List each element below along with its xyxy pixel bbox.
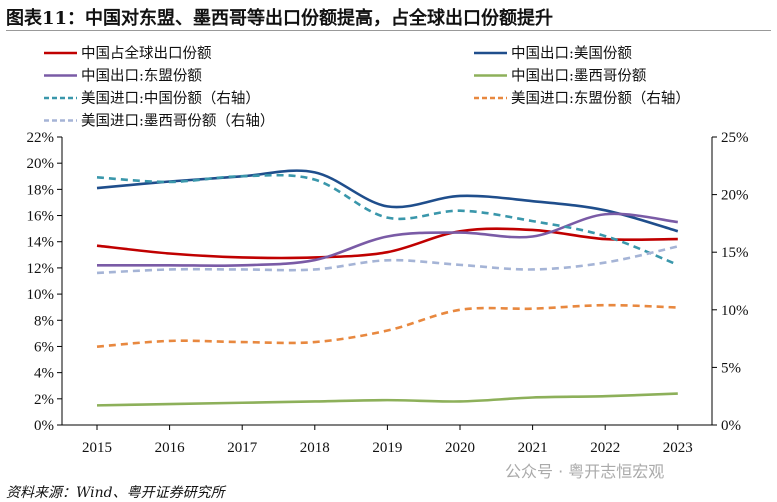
legend-label: 中国出口:东盟份额: [81, 68, 202, 85]
legend-item: 中国出口:墨西哥份额: [474, 68, 647, 85]
right-tick-label: 5%: [721, 360, 741, 376]
left-tick-label: 22%: [27, 130, 55, 146]
legend-label: 美国进口:东盟份额（右轴）: [511, 90, 690, 107]
left-tick-label: 16%: [27, 209, 55, 225]
left-tick-label: 6%: [34, 339, 54, 355]
right-tick-label: 15%: [721, 245, 749, 261]
legend-item: 中国占全球出口份额: [44, 44, 212, 62]
left-tick-label: 20%: [27, 156, 55, 172]
title-divider: [6, 30, 771, 31]
series-line-4: [96, 392, 678, 407]
series-line-3: [96, 212, 678, 267]
x-tick-label: 2015: [82, 440, 112, 456]
legend-label: 中国出口:美国份额: [511, 45, 632, 62]
left-tick-label: 12%: [27, 261, 55, 277]
right-tick-label: 25%: [721, 130, 749, 146]
legend-label: 中国出口:墨西哥份额: [511, 68, 647, 85]
x-tick-label: 2016: [155, 440, 186, 456]
x-tick-label: 2018: [300, 440, 330, 456]
legend-item: 美国进口:墨西哥份额（右轴）: [44, 113, 274, 130]
left-tick-label: 8%: [34, 313, 54, 329]
x-tick-label: 2020: [445, 440, 475, 456]
right-tick-label: 10%: [721, 303, 749, 319]
series-line-2: [96, 169, 679, 233]
left-tick-label: 4%: [34, 366, 54, 382]
legend-item: 美国进口:东盟份额（右轴）: [474, 90, 690, 107]
legend-label: 中国占全球出口份额: [81, 44, 212, 62]
x-tick-label: 2019: [372, 440, 402, 456]
legend-label: 美国进口:中国份额（右轴）: [81, 90, 260, 107]
chart-title: 图表11：中国对东盟、墨西哥等出口份额提高，占全球出口份额提升: [6, 8, 554, 29]
left-tick-label: 10%: [27, 287, 55, 303]
legend-label: 美国进口:墨西哥份额（右轴）: [81, 113, 274, 130]
legend-item: 美国进口:中国份额（右轴）: [44, 90, 260, 107]
series-line-7: [96, 245, 679, 275]
watermark: 公众号 · 粤开志恒宏观: [505, 462, 665, 481]
source-note: 资料来源：Wind、粤开证券研究所: [6, 485, 225, 501]
left-tick-label: 0%: [34, 418, 54, 434]
x-tick-label: 2017: [227, 440, 258, 456]
legend-item: 中国出口:东盟份额: [44, 68, 202, 85]
right-tick-label: 0%: [721, 418, 741, 434]
x-tick-label: 2022: [590, 440, 620, 456]
legend-item: 中国出口:美国份额: [474, 45, 632, 62]
series-line-5: [96, 173, 679, 267]
series-line-6: [96, 303, 678, 348]
left-tick-label: 14%: [27, 235, 55, 251]
series-line-1: [96, 227, 678, 260]
right-tick-label: 20%: [721, 188, 749, 204]
left-tick-label: 2%: [34, 392, 54, 408]
x-tick-label: 2023: [663, 440, 693, 456]
x-tick-label: 2021: [518, 440, 548, 456]
left-tick-label: 18%: [27, 182, 55, 198]
